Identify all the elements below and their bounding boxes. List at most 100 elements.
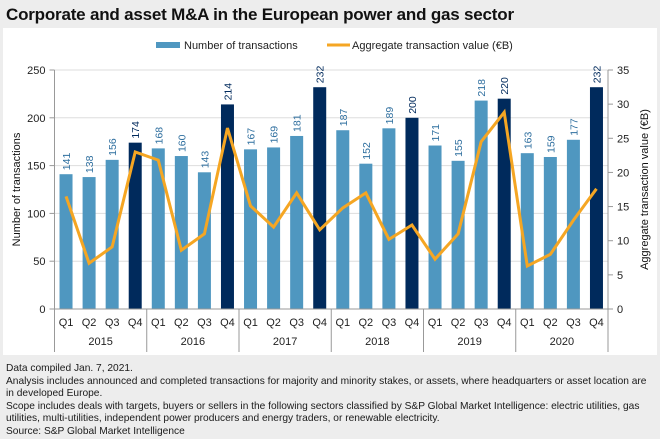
bar: [82, 177, 96, 309]
x-group-label: 2015: [88, 336, 112, 348]
x-tick-label: Q4: [405, 317, 420, 329]
note-scope: Scope includes deals with targets, buyer…: [6, 400, 640, 425]
x-tick-label: Q4: [589, 317, 604, 329]
note-analysis: Analysis includes announced and complete…: [6, 375, 647, 400]
gridlines: [54, 69, 608, 262]
x-tick-label: Q2: [266, 317, 281, 329]
x-group-label: 2017: [273, 336, 297, 348]
bar-value-label: 177: [568, 118, 580, 136]
legend-label-line: Aggregate transaction value (€B): [352, 40, 513, 52]
y-tick-label: 50: [33, 256, 45, 268]
bar-value-label: 189: [384, 107, 396, 125]
bar-value-label: 163: [522, 131, 534, 149]
x-tick-label: Q2: [359, 317, 374, 329]
y2-tick-label: 30: [617, 99, 629, 111]
bar-value-label: 169: [269, 126, 281, 144]
y-tick-label: 100: [27, 208, 45, 220]
bar-value-label: 143: [199, 151, 211, 169]
footnotes: Data compiled Jan. 7, 2021. Analysis inc…: [6, 363, 656, 439]
bar: [290, 135, 304, 309]
x-tick-label: Q1: [428, 317, 443, 329]
x-tick-label: Q3: [105, 317, 120, 329]
bar-value-label: 232: [591, 66, 603, 84]
chart-title: Corporate and asset M&A in the European …: [6, 5, 514, 24]
bar-value-label: 171: [430, 124, 442, 142]
x-tick-label: Q4: [220, 317, 235, 329]
y2-axis-title: Aggregate transaction value (€B): [639, 109, 651, 270]
x-tick-label: Q1: [59, 317, 74, 329]
x-tick-label: Q4: [312, 317, 327, 329]
axes: 0 50 100 150 200 250 0 5 10 15 20 25 30 35 Number of t…: [11, 65, 651, 352]
bar: [313, 87, 327, 309]
bar-value-label: 232: [315, 66, 327, 84]
bar-value-label: 218: [476, 79, 488, 97]
x-tick-label: Q3: [197, 317, 212, 329]
y2-tick-label: 25: [617, 133, 629, 145]
x-tick-label: Q1: [243, 317, 258, 329]
bar: [59, 174, 73, 309]
x-tick-label: Q4: [497, 317, 512, 329]
bar: [174, 156, 188, 309]
note-source: Source: S&P Global Market Intelligence: [6, 425, 185, 437]
bar-value-label: 159: [545, 135, 557, 153]
bar-value-label: 174: [130, 121, 142, 139]
bar: [589, 87, 603, 309]
bar: [197, 172, 211, 309]
bar: [128, 142, 142, 309]
bar-value-label: 160: [176, 134, 188, 152]
bar: [405, 117, 419, 309]
bar-value-label: 156: [107, 138, 119, 156]
x-group-label: 2019: [457, 336, 481, 348]
bar-value-label: 167: [246, 128, 258, 146]
y-axis-title: Number of transactions: [11, 132, 23, 246]
x-group-label: 2020: [550, 336, 574, 348]
x-tick-label: Q4: [128, 317, 143, 329]
bar: [428, 145, 442, 309]
bar-value-label: 181: [292, 114, 304, 132]
y2-tick-label: 5: [617, 270, 623, 282]
x-tick-label: Q2: [451, 317, 466, 329]
bar-value-label: 141: [61, 153, 73, 171]
value-line-path: [64, 108, 598, 269]
bar: [220, 104, 234, 309]
bar: [336, 130, 350, 309]
x-group-label: 2018: [365, 336, 389, 348]
bar: [105, 159, 119, 309]
bars: [59, 87, 603, 310]
bar: [520, 153, 534, 309]
legend-label-bars: Number of transactions: [184, 40, 298, 52]
x-tick-label: Q2: [82, 317, 97, 329]
y-tick-label: 200: [27, 113, 45, 125]
bar: [543, 156, 557, 309]
y2-tick-label: 0: [617, 304, 623, 316]
bar: [359, 163, 373, 309]
y2-tick-label: 10: [617, 236, 629, 248]
y-tick-label: 0: [39, 304, 45, 316]
x-tick-label: Q1: [151, 317, 166, 329]
x-tick-label: Q3: [289, 317, 304, 329]
legend: Number of transactions Aggregate transac…: [156, 40, 513, 52]
bar: [244, 149, 258, 309]
x-tick-label: Q3: [474, 317, 489, 329]
x-group-label: 2016: [181, 336, 205, 348]
x-tick-label: Q1: [520, 317, 535, 329]
bar-labels: 141 138 156 174 168 160 143 214 167 169 181 232 187 1…: [61, 66, 603, 174]
x-tick-label: Q1: [335, 317, 350, 329]
value-line: [64, 108, 598, 269]
x-tick-label: Q2: [543, 317, 558, 329]
y-tick-label: 250: [27, 65, 45, 77]
bar-value-label: 168: [153, 127, 165, 145]
y-tick-label: 150: [27, 161, 45, 173]
bar-value-label: 200: [407, 96, 419, 114]
y2-tick-label: 15: [617, 202, 629, 214]
y2-tick-label: 35: [617, 65, 629, 77]
bar-value-label: 152: [361, 142, 373, 160]
note-compiled: Data compiled Jan. 7, 2021.: [6, 363, 133, 374]
bar-value-label: 138: [84, 155, 96, 173]
bar-value-label: 220: [499, 77, 511, 95]
bar: [497, 98, 511, 310]
bar: [151, 148, 165, 309]
bar: [474, 100, 488, 309]
bar: [566, 139, 580, 309]
